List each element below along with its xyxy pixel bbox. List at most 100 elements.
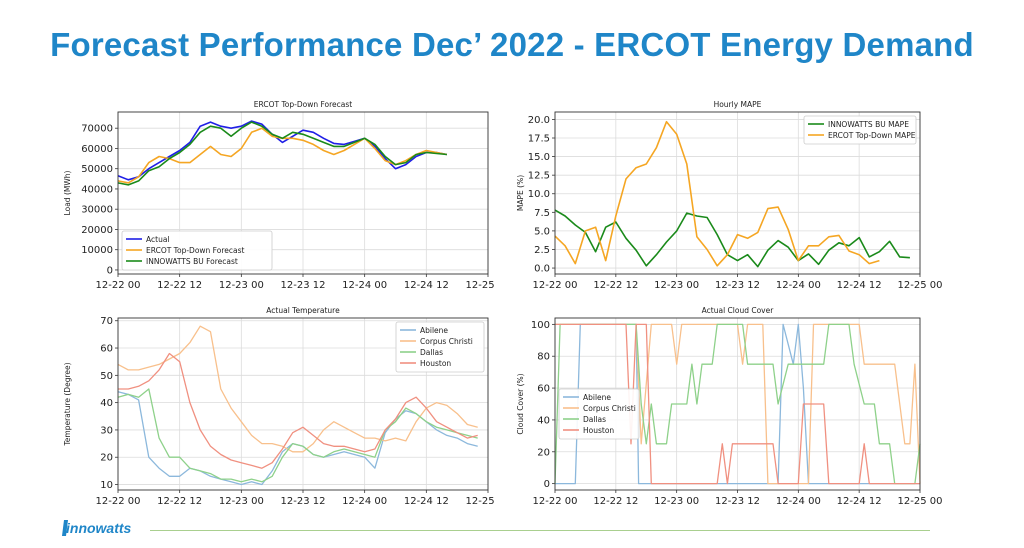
y-tick-label: 0 bbox=[107, 265, 113, 276]
x-tick-label: 12-22 00 bbox=[96, 496, 141, 507]
legend-box bbox=[121, 230, 273, 271]
y-tick-label: 50000 bbox=[81, 164, 113, 175]
y-tick-label: 50 bbox=[100, 371, 113, 382]
y-axis-label: Temperature (Degree) bbox=[63, 362, 72, 446]
plot-frame bbox=[554, 111, 921, 275]
series-line-ercot-top-down-mape bbox=[554, 120, 880, 267]
x-tick-label: 12-24 12 bbox=[837, 496, 882, 507]
series-line-houston bbox=[555, 323, 920, 485]
load-forecast-chart-svg: ERCOT Top-Down Forecast 0 10000 20000 30000 4… bbox=[63, 100, 510, 291]
series-line-dallas bbox=[117, 388, 478, 483]
plot-frame bbox=[554, 317, 921, 491]
load-forecast-chart: ERCOT Top-Down Forecast 0 10000 20000 30000 4… bbox=[48, 96, 510, 306]
legend-label: Houston bbox=[583, 426, 614, 435]
y-tick-label: 7.5 bbox=[534, 208, 550, 219]
x-tick-label: 12-22 00 bbox=[533, 496, 578, 507]
x-tick-label: 12-25 00 bbox=[466, 496, 498, 507]
legend-label: Dallas bbox=[583, 415, 606, 424]
series-line-dallas bbox=[554, 323, 921, 485]
hourly-mape-chart-svg: Hourly MAPE 0.0 2.5 5.0 7.5 10.0 12.5 15.0 17.5 2… bbox=[516, 100, 943, 291]
series-line-actual bbox=[117, 120, 448, 181]
y-tick-label: 20 bbox=[100, 453, 113, 464]
x-tick-label: 12-23 12 bbox=[281, 280, 326, 291]
legend-label: ERCOT Top-Down Forecast bbox=[146, 246, 244, 255]
series-line-corpus-christi bbox=[117, 325, 478, 453]
y-tick-label: 10.0 bbox=[528, 189, 550, 200]
x-tick-label: 12-22 12 bbox=[157, 280, 202, 291]
actual-cloud-cover-chart: Actual Cloud Cover 0 20 40 60 80 100 12-22 00 12… bbox=[505, 302, 945, 512]
actual-temperature-chart-svg: Actual Temperature 10 20 30 40 50 60 70 12-22 00… bbox=[63, 306, 510, 507]
actual-cloud-cover-chart-svg: Actual Cloud Cover 0 20 40 60 80 100 12-22 00 12… bbox=[516, 306, 943, 507]
y-tick-label: 12.5 bbox=[528, 171, 550, 182]
y-tick-label: 30 bbox=[100, 425, 113, 436]
y-tick-label: 70000 bbox=[81, 124, 113, 135]
plot-frame bbox=[117, 317, 489, 491]
x-tick-label: 12-24 00 bbox=[776, 496, 821, 507]
company-logo: innowatts bbox=[66, 520, 132, 536]
y-tick-label: 60000 bbox=[81, 144, 113, 155]
y-tick-label: 20000 bbox=[81, 225, 113, 236]
legend-box bbox=[803, 115, 917, 145]
x-tick-label: 12-24 00 bbox=[776, 280, 821, 291]
legend-label: Abilene bbox=[420, 326, 448, 335]
y-tick-label: 17.5 bbox=[528, 134, 550, 145]
x-tick-label: 12-24 12 bbox=[837, 280, 882, 291]
legend-label: Houston bbox=[420, 359, 451, 368]
x-tick-label: 12-23 00 bbox=[219, 280, 264, 291]
legend-box bbox=[558, 388, 640, 440]
x-tick-label: 12-25 00 bbox=[898, 280, 943, 291]
plot-frame bbox=[117, 111, 489, 275]
x-tick-label: 12-23 12 bbox=[715, 280, 760, 291]
y-tick-label: 0 bbox=[544, 479, 550, 490]
y-tick-label: 100 bbox=[531, 320, 550, 331]
x-tick-label: 12-23 00 bbox=[654, 496, 699, 507]
x-tick-label: 12-25 00 bbox=[466, 280, 498, 291]
innowatts-logo-icon bbox=[62, 520, 68, 536]
legend-label: ERCOT Top-Down MAPE bbox=[828, 131, 916, 140]
y-tick-label: 60 bbox=[100, 344, 113, 355]
series-line-innowatts-bu-mape bbox=[554, 209, 910, 268]
x-tick-label: 12-23 12 bbox=[715, 496, 760, 507]
x-tick-label: 12-22 12 bbox=[593, 496, 638, 507]
y-tick-label: 10000 bbox=[81, 245, 113, 256]
x-tick-label: 12-22 12 bbox=[593, 280, 638, 291]
y-tick-label: 20 bbox=[537, 447, 550, 458]
x-tick-label: 12-24 12 bbox=[404, 280, 449, 291]
legend-label: Dallas bbox=[420, 348, 443, 357]
y-tick-label: 10 bbox=[100, 480, 113, 491]
y-axis-label: Load (MWh) bbox=[63, 170, 72, 215]
y-tick-label: 20.0 bbox=[528, 115, 550, 126]
y-axis-label: Cloud Cover (%) bbox=[516, 373, 525, 434]
x-tick-label: 12-23 12 bbox=[281, 496, 326, 507]
x-tick-label: 12-22 12 bbox=[157, 496, 202, 507]
legend-label: Actual bbox=[146, 235, 170, 244]
legend-label: Corpus Christi bbox=[583, 404, 636, 413]
y-tick-label: 40 bbox=[537, 415, 550, 426]
y-tick-label: 0.0 bbox=[534, 264, 550, 275]
y-tick-label: 40 bbox=[100, 398, 113, 409]
chart-title: Actual Temperature bbox=[266, 306, 340, 315]
x-tick-label: 12-23 00 bbox=[654, 280, 699, 291]
chart-title: Hourly MAPE bbox=[714, 100, 762, 109]
series-line-corpus-christi bbox=[555, 323, 921, 485]
x-tick-label: 12-22 00 bbox=[96, 280, 141, 291]
x-tick-label: 12-24 00 bbox=[342, 280, 387, 291]
series-line-ercot-top-down-forecast bbox=[117, 127, 448, 184]
legend-label: Corpus Christi bbox=[420, 337, 473, 346]
series-line-houston bbox=[118, 352, 478, 469]
actual-temperature-chart: Actual Temperature 10 20 30 40 50 60 70 12-22 00… bbox=[48, 302, 510, 512]
y-tick-label: 15.0 bbox=[528, 152, 550, 163]
chart-title: ERCOT Top-Down Forecast bbox=[254, 100, 352, 109]
y-tick-label: 80 bbox=[537, 352, 550, 363]
legend-box bbox=[395, 321, 485, 373]
y-tick-label: 40000 bbox=[81, 184, 113, 195]
y-tick-label: 2.5 bbox=[534, 245, 550, 256]
y-axis-label: MAPE (%) bbox=[516, 175, 525, 211]
hourly-mape-chart: Hourly MAPE 0.0 2.5 5.0 7.5 10.0 12.5 15.0 17.5 2… bbox=[505, 96, 945, 306]
legend-label: INNOWATTS BU MAPE bbox=[828, 120, 909, 129]
x-tick-label: 12-25 00 bbox=[898, 496, 943, 507]
page-title: Forecast Performance Dec’ 2022 - ERCOT E… bbox=[50, 26, 974, 63]
y-tick-label: 70 bbox=[100, 316, 113, 327]
footer-divider bbox=[150, 530, 930, 531]
series-line-innowatts-bu-forecast bbox=[117, 121, 447, 186]
